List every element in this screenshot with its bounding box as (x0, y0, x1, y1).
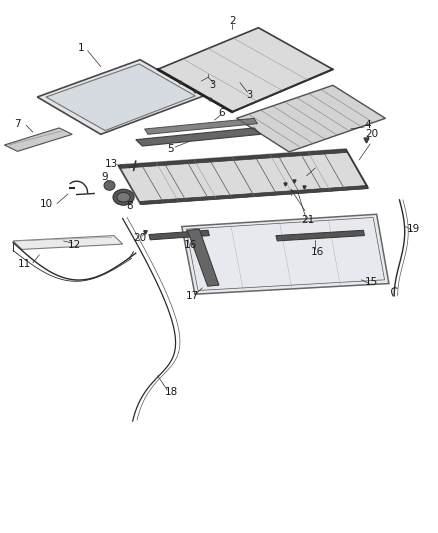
Text: 20: 20 (365, 130, 378, 139)
Polygon shape (118, 149, 347, 168)
Polygon shape (4, 128, 72, 151)
Text: 10: 10 (39, 199, 53, 208)
Polygon shape (237, 85, 385, 152)
Text: 19: 19 (407, 224, 420, 234)
Ellipse shape (113, 189, 134, 205)
Text: 21: 21 (301, 215, 314, 224)
Text: 18: 18 (165, 387, 178, 397)
Text: 8: 8 (126, 201, 133, 211)
Text: 20: 20 (134, 233, 147, 243)
Polygon shape (182, 214, 389, 294)
Text: 13: 13 (105, 159, 118, 168)
Text: 6: 6 (218, 108, 225, 118)
Text: 15: 15 (365, 278, 378, 287)
Polygon shape (158, 28, 333, 112)
Text: 3: 3 (209, 80, 215, 90)
Text: 2: 2 (229, 17, 236, 26)
Polygon shape (149, 230, 209, 240)
Polygon shape (139, 185, 368, 205)
Text: 16: 16 (184, 240, 197, 250)
Polygon shape (276, 230, 364, 241)
Text: 5: 5 (167, 144, 174, 154)
Ellipse shape (104, 181, 115, 190)
Polygon shape (13, 236, 123, 249)
Text: 12: 12 (68, 240, 81, 250)
Text: 17: 17 (186, 291, 199, 301)
Polygon shape (187, 229, 219, 286)
Text: 3: 3 (247, 90, 253, 100)
Text: 16: 16 (311, 247, 324, 256)
Polygon shape (145, 118, 258, 134)
Text: 4: 4 (364, 120, 371, 130)
Polygon shape (46, 64, 195, 131)
Polygon shape (118, 165, 141, 205)
Text: 11: 11 (18, 260, 31, 269)
Text: 9: 9 (102, 173, 109, 182)
Polygon shape (118, 149, 368, 204)
Polygon shape (346, 149, 368, 189)
Polygon shape (136, 128, 261, 146)
Text: 1: 1 (78, 43, 85, 53)
Text: 7: 7 (14, 119, 21, 128)
Ellipse shape (117, 192, 130, 202)
Polygon shape (37, 60, 204, 134)
